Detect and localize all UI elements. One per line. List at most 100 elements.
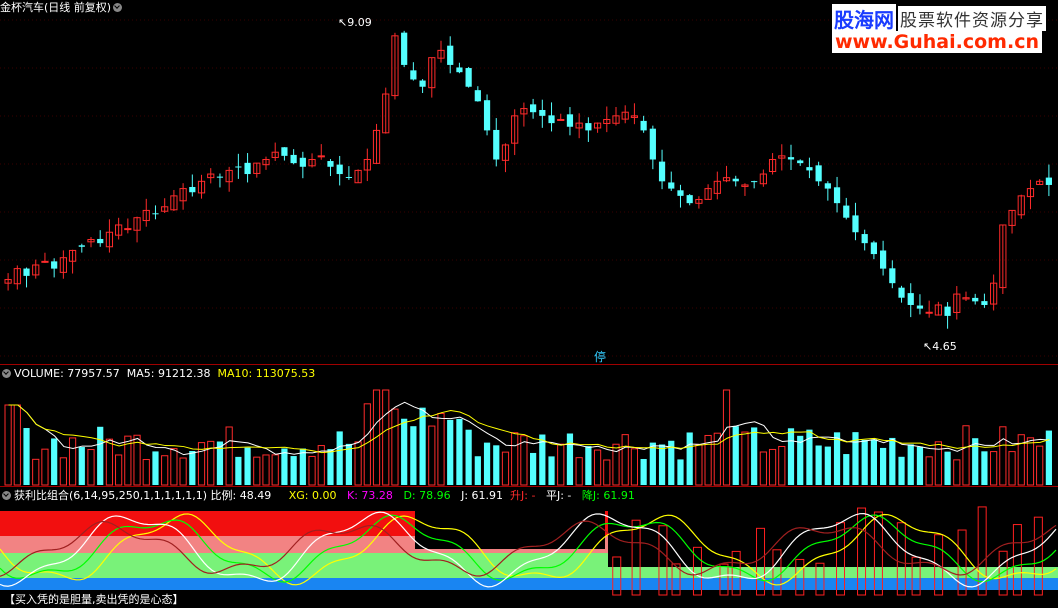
low-price-marker: ↖4.65 [923,340,957,353]
candle-body [1026,188,1035,198]
candle-body [437,49,445,59]
volume-bar [447,419,454,485]
volume-bar [621,434,629,486]
volume-bar [354,441,362,486]
volume-bar [115,454,123,486]
indicator-k-line [0,513,1057,586]
candle-body [170,195,178,211]
candle-body [336,164,343,175]
stock-name: 金杯汽车 [0,1,44,14]
volume-bar [428,425,436,486]
volume-settings-icon[interactable] [2,369,11,378]
ma10-label: MA10: [217,367,253,380]
candle-body [1017,195,1025,216]
candle-body [925,311,933,314]
candle-body [235,166,242,168]
volume-bar [833,432,841,485]
volume-bar [1045,430,1052,485]
volume-bar [962,425,970,486]
indicator-histogram-bar [731,550,741,596]
volume-bar [87,449,95,486]
indicator-histogram-bar [957,529,967,596]
indicator-panel[interactable]: 获利比组合(6,14,95,250,1,1,1,1,1,1) 比例: 48.49… [0,486,1058,608]
volume-value: 77957.57 [67,367,120,380]
indicator-j-line [0,511,1057,588]
indicator-d-line [0,514,1057,583]
indicator-chart [0,506,1058,596]
candle-body [658,161,666,182]
volume-bar [630,448,639,486]
price-chart-panel[interactable]: 金杯汽车(日线 前复权) ↖9.09 ↖4.65 停 股海网 股票软件资源分享 … [0,0,1058,364]
volume-bar [880,447,887,485]
candle-body [953,293,961,313]
candle-body [511,115,519,144]
volume-bar [593,449,602,486]
volume-bar [704,434,712,486]
volume-bar [32,458,40,486]
volume-bar [235,456,242,485]
candle-body [32,264,40,276]
candle-body [621,111,629,120]
candle-body [686,195,693,204]
indicator-histogram-bar [612,556,622,596]
candle-body [41,260,49,263]
volume-bar [189,451,196,485]
candle-body [741,184,749,187]
candle-body [981,301,988,305]
candle-body [797,160,804,164]
candle-body [179,188,187,202]
volume-bar [557,443,565,486]
volume-bar [410,426,417,485]
volume-bar [751,427,758,485]
candle-body [962,297,970,300]
ratio-label: 比例: [210,489,237,502]
volume-bar [520,435,528,486]
indicator-ribbon-line [0,520,1057,577]
volume-bar [271,454,279,486]
candle-body [861,234,868,244]
indicator-histogram-bar [658,525,668,596]
settings-circle-icon[interactable] [113,3,123,12]
volume-bar [4,404,12,486]
candle-body [732,178,739,182]
indicator-histogram-bar [772,549,782,596]
volume-bar [317,445,325,486]
candle-body [216,176,224,178]
volume-bar [105,438,114,486]
price-header: 金杯汽车(日线 前复权) [0,1,125,14]
up-j-value: 升J: - [510,489,536,502]
volume-bar [640,458,647,485]
candle-body [299,157,306,167]
candle-body [419,80,426,87]
volume-bar [13,404,21,486]
volume-bar [824,446,831,485]
indicator-histogram-bar [671,563,681,596]
candle-body [97,238,104,244]
candle-body [649,128,656,160]
volume-bar [658,444,666,485]
volume-bar [225,426,233,486]
volume-panel[interactable]: VOLUME: 77957.57 MA5: 91212.38 MA10: 113… [0,364,1058,486]
volume-bar [861,439,868,485]
ma5-value: 91212.38 [158,367,211,380]
candle-body [391,35,399,97]
candle-body [1036,180,1044,186]
volume-bar [345,443,352,485]
candle-body [317,155,325,158]
volume-header: VOLUME: 77957.57 MA5: 91212.38 MA10: 113… [0,367,315,380]
volume-bar [327,449,334,485]
candle-body [244,162,251,175]
indicator-settings-icon[interactable] [2,491,11,500]
volume-bar [916,446,924,485]
candle-body [197,180,206,194]
candle-body [603,118,611,124]
volume-bar [501,451,510,486]
volume-bar [197,442,206,486]
low-price-value: 4.65 [932,340,957,353]
candle-body [566,114,574,127]
candle-body [382,93,390,134]
volume-bar [797,435,804,485]
candle-body [990,282,998,305]
candle-body [843,205,850,218]
candle-body [372,129,381,164]
